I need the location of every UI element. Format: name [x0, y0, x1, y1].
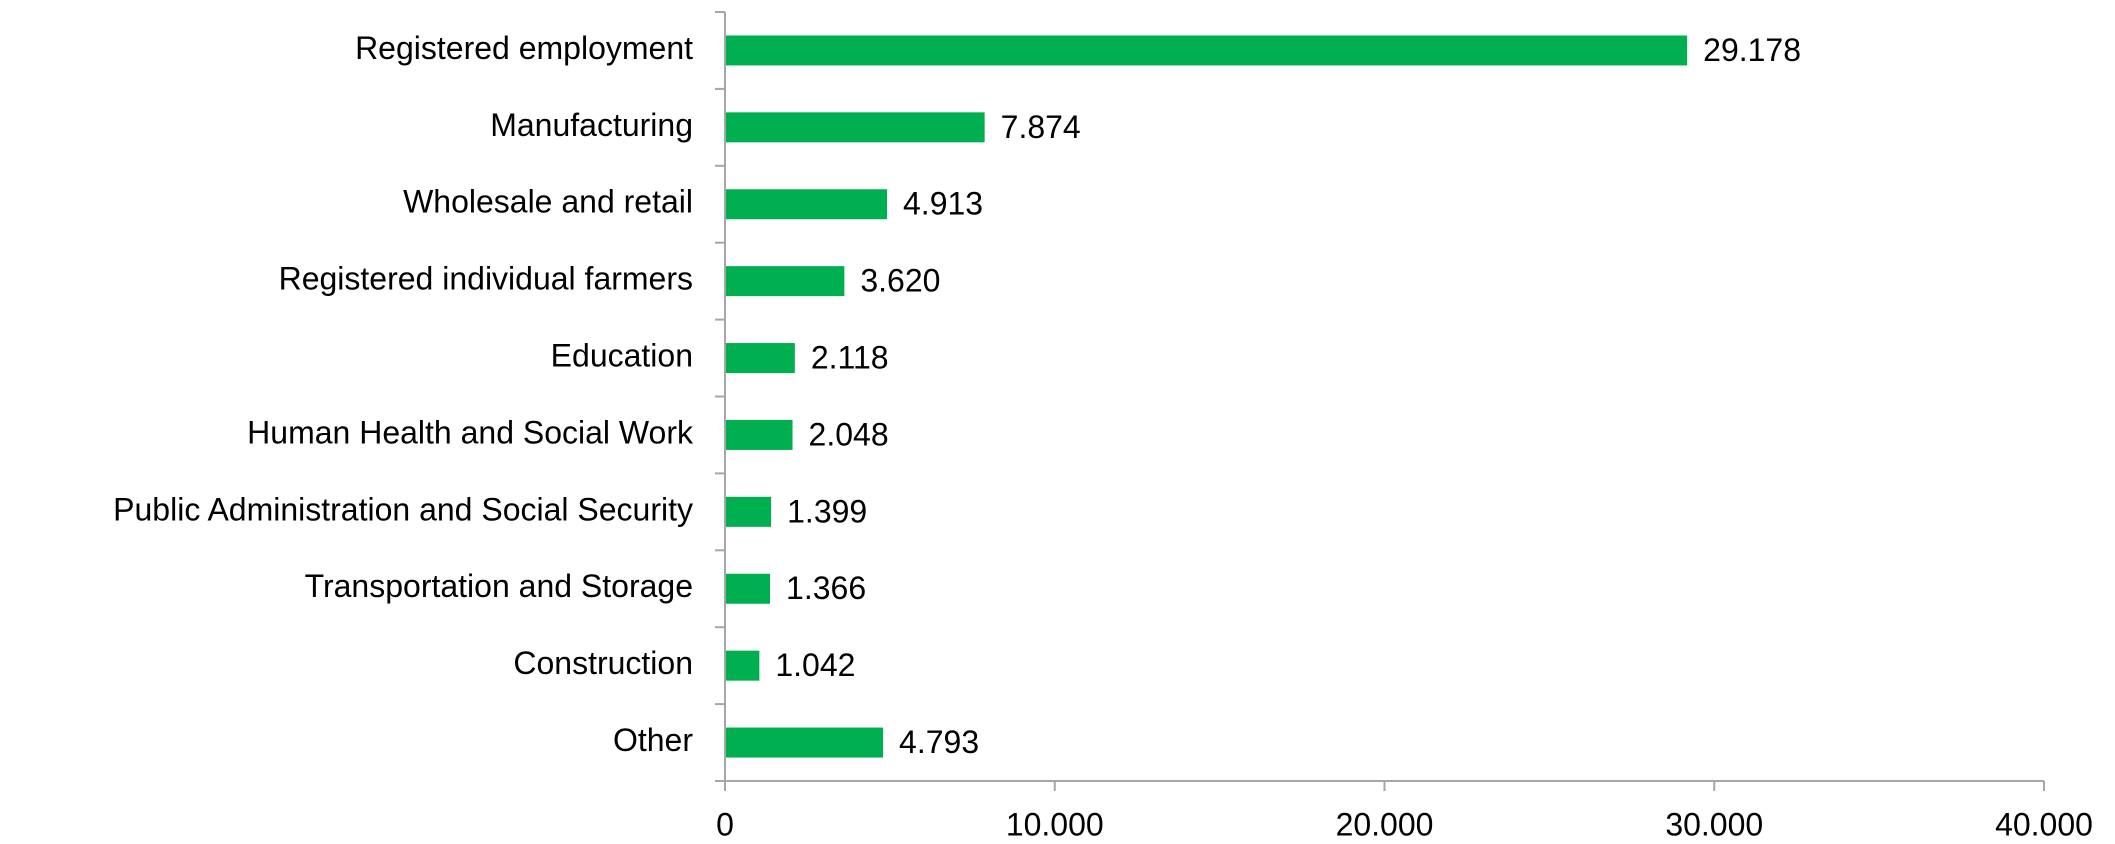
category-label: Public Administration and Social Securit… — [113, 491, 693, 527]
x-tick-label: 0 — [716, 806, 734, 842]
category-label: Education — [551, 338, 693, 374]
category-label: Transportation and Storage — [305, 568, 693, 604]
bar — [725, 574, 770, 604]
value-label: 2.118 — [811, 340, 889, 376]
value-label: 2.048 — [809, 416, 889, 452]
category-label: Other — [613, 722, 693, 758]
value-label: 3.620 — [860, 263, 940, 299]
value-label: 1.366 — [786, 570, 866, 606]
bar — [725, 343, 795, 373]
value-label: 1.042 — [775, 647, 855, 683]
bar — [725, 651, 759, 681]
category-label: Manufacturing — [490, 107, 693, 143]
category-label: Wholesale and retail — [403, 184, 693, 220]
bar — [725, 112, 985, 142]
bar — [725, 497, 771, 527]
bar — [725, 35, 1687, 65]
bars-layer — [725, 35, 1687, 757]
value-label: 1.399 — [787, 493, 867, 529]
labels-layer: Registered employment 29.178 Manufacturing… — [113, 30, 2093, 843]
bar — [725, 266, 844, 296]
category-label: Construction — [513, 645, 693, 681]
value-label: 29.178 — [1703, 32, 1801, 68]
value-label: 7.874 — [1001, 109, 1081, 145]
x-tick-label: 20.000 — [1336, 806, 1434, 842]
x-tick-label: 40.000 — [1995, 806, 2093, 842]
category-label: Human Health and Social Work — [247, 414, 694, 450]
category-label: Registered employment — [355, 30, 693, 66]
value-label: 4.793 — [899, 724, 979, 760]
bar — [725, 189, 887, 219]
bar — [725, 728, 883, 758]
value-label: 4.913 — [903, 186, 983, 222]
category-label: Registered individual farmers — [279, 261, 693, 297]
x-tick-label: 10.000 — [1006, 806, 1104, 842]
bar — [725, 420, 793, 450]
x-tick-label: 30.000 — [1665, 806, 1763, 842]
